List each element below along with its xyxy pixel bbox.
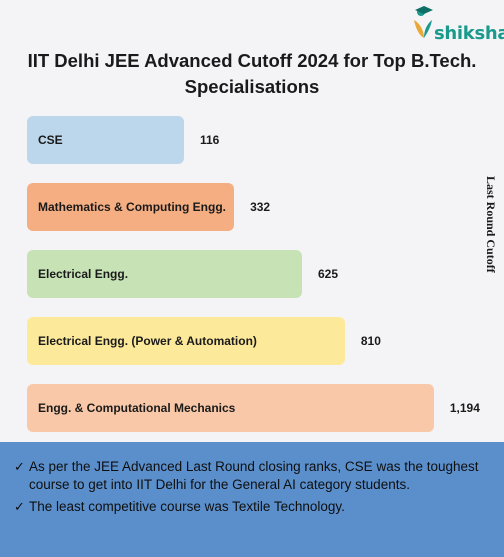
shiksha-logo: shiksha	[412, 6, 504, 46]
bar: Engg. & Computational Mechanics	[27, 384, 434, 432]
note-item: ✓ As per the JEE Advanced Last Round clo…	[14, 458, 490, 494]
bar-category-label: Electrical Engg.	[38, 267, 129, 281]
y-axis-label: Last Round Cutoff	[484, 176, 498, 273]
bar: Mathematics & Computing Engg.	[27, 183, 235, 231]
brand-name: shiksha	[434, 23, 504, 44]
notes-panel: ✓ As per the JEE Advanced Last Round clo…	[0, 442, 504, 557]
bar-value-label: 810	[360, 334, 381, 348]
checkmark-icon: ✓	[14, 459, 25, 474]
chart-title: IIT Delhi JEE Advanced Cutoff 2024 for T…	[27, 50, 477, 97]
bar-category-label: CSE	[38, 133, 63, 147]
bar-value-label: 625	[317, 267, 339, 281]
bar-value-label: 116	[200, 133, 220, 147]
note-item: ✓ The least competitive course was Texti…	[14, 498, 490, 516]
bar-category-label: Engg. & Computational Mechanics	[38, 401, 236, 415]
bar: CSE	[27, 116, 184, 164]
bar: Electrical Engg. (Power & Automation)	[27, 317, 345, 365]
bar-category-label: Mathematics & Computing Engg.	[38, 200, 227, 214]
bar-value-label: 332	[250, 200, 271, 214]
graduation-cap-icon	[414, 6, 433, 38]
bar: Electrical Engg.	[27, 250, 302, 298]
bar-category-label: Electrical Engg. (Power & Automation)	[38, 334, 257, 348]
checkmark-icon: ✓	[14, 499, 25, 514]
note-text: The least competitive course was Textile…	[29, 499, 345, 514]
bar-value-label: 1,194	[449, 401, 480, 415]
note-text: As per the JEE Advanced Last Round closi…	[29, 459, 479, 492]
